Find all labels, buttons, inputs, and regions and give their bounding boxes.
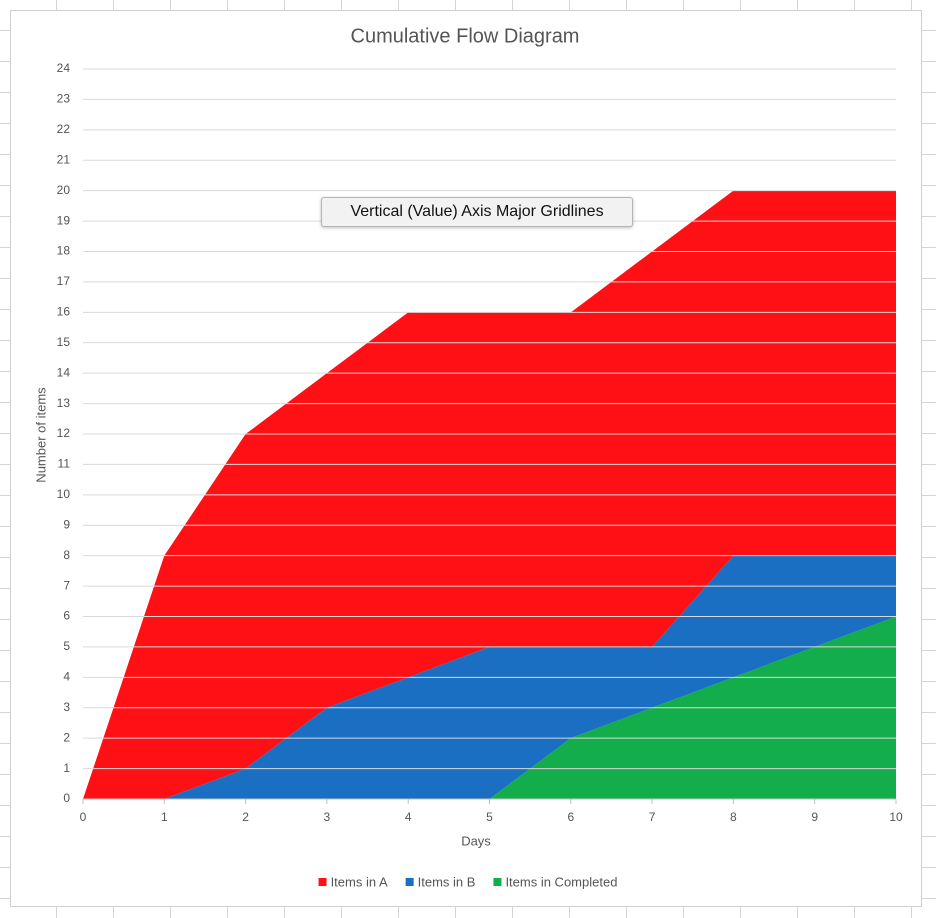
area xyxy=(83,616,896,799)
x-tick-label: 2 xyxy=(242,810,249,824)
y-tick-label: 12 xyxy=(57,426,71,440)
legend-swatch xyxy=(318,878,327,886)
x-tick-label: 10 xyxy=(889,810,903,824)
legend: Items in A Items in B Items in Completed xyxy=(318,874,617,889)
y-tick-label: 10 xyxy=(57,487,71,501)
y-tick-label: 21 xyxy=(57,152,71,166)
y-tick-label: 24 xyxy=(57,61,71,75)
tooltip: Vertical (Value) Axis Major Gridlines xyxy=(321,197,633,227)
y-tick-label: 15 xyxy=(57,335,71,349)
y-tick-label: 2 xyxy=(63,730,70,744)
legend-label: Items in B xyxy=(418,874,476,889)
y-tick-label: 23 xyxy=(57,92,71,106)
chart-title: Cumulative Flow Diagram xyxy=(351,25,580,47)
y-tick-label: 14 xyxy=(57,365,71,379)
legend-swatch xyxy=(493,878,502,886)
x-tick-label: 9 xyxy=(811,810,818,824)
y-tick-label: 1 xyxy=(63,761,70,775)
x-tick-label: 1 xyxy=(161,810,168,824)
y-tick-label: 8 xyxy=(63,548,70,562)
y-tick-label: 13 xyxy=(57,396,71,410)
y-tick-label: 0 xyxy=(63,791,70,805)
x-tick-label: 7 xyxy=(649,810,656,824)
y-tick-label: 17 xyxy=(57,274,71,288)
y-tick-label: 7 xyxy=(63,578,70,592)
x-tick-label: 5 xyxy=(486,810,493,824)
y-tick-label: 16 xyxy=(57,305,71,319)
y-tick-label: 4 xyxy=(63,670,70,684)
legend-swatch xyxy=(405,878,414,886)
x-tick-label: 3 xyxy=(324,810,331,824)
y-tick-label: 9 xyxy=(63,517,70,531)
x-tick-label: 4 xyxy=(405,810,412,824)
y-axis-label: Number of items xyxy=(33,387,48,483)
x-tick-label: 0 xyxy=(80,810,87,824)
y-tick-label: 3 xyxy=(63,700,70,714)
x-axis-label: Days xyxy=(461,833,491,848)
y-tick-label: 11 xyxy=(58,457,71,471)
y-tick-label: 19 xyxy=(57,213,71,227)
x-tick-label: 6 xyxy=(567,810,574,824)
legend-label: Items in Completed xyxy=(505,874,617,889)
y-tick-label: 18 xyxy=(57,244,71,258)
x-tick-label: 8 xyxy=(730,810,737,824)
legend-label: Items in A xyxy=(331,874,388,889)
y-tick-label: 5 xyxy=(63,639,70,653)
y-tick-label: 6 xyxy=(63,609,70,623)
y-tick-label: 20 xyxy=(57,183,71,197)
y-tick-label: 22 xyxy=(57,122,71,136)
